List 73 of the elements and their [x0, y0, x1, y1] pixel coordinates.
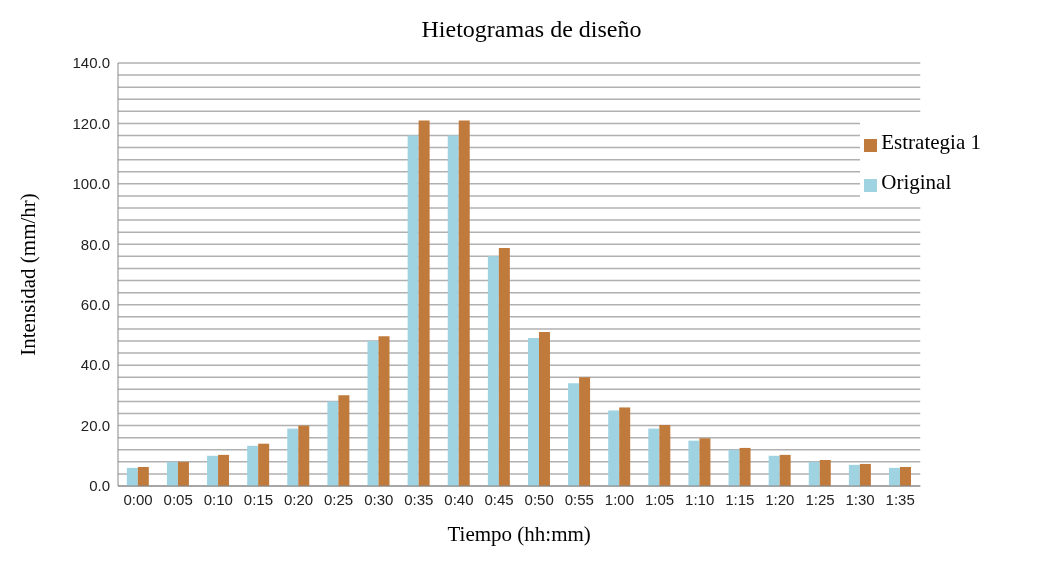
bar — [287, 428, 299, 486]
x-tick-label: 1:25 — [805, 490, 835, 508]
y-axis-title: Intensidad (mm/hr) — [16, 193, 41, 356]
x-tick-label: 0:25 — [324, 490, 354, 508]
x-tick-label: 0:15 — [243, 490, 273, 508]
bar — [579, 377, 591, 486]
bar — [808, 461, 820, 486]
x-tick-label: 1:00 — [604, 490, 635, 508]
bar — [699, 438, 711, 486]
x-tick-label: 0:55 — [564, 490, 594, 508]
bar — [166, 461, 178, 486]
bar — [768, 455, 780, 486]
legend-label: Estrategia 1 — [881, 130, 981, 154]
bar — [779, 454, 791, 486]
bar — [688, 440, 700, 486]
y-tick-label: 20.0 — [80, 416, 110, 434]
bar — [126, 467, 138, 486]
bar — [659, 424, 671, 486]
x-axis-title: Tiempo (hh:mm) — [447, 522, 591, 546]
x-tick-label: 0:30 — [364, 490, 394, 508]
bar — [859, 463, 871, 486]
y-tick-label: 120.0 — [72, 114, 110, 132]
bar — [447, 135, 459, 486]
bar — [298, 425, 310, 486]
bar — [527, 337, 539, 486]
chart-title: Hietogramas de diseño — [420, 16, 643, 43]
bar — [848, 464, 860, 486]
x-tick-label: 1:10 — [685, 490, 715, 508]
y-tick-label: 80.0 — [80, 235, 110, 253]
bar — [819, 460, 831, 486]
x-tick-label: 1:30 — [845, 490, 875, 508]
bar — [247, 445, 259, 486]
bar — [258, 443, 270, 486]
y-tick-label: 140.0 — [72, 54, 110, 72]
bar — [487, 256, 499, 486]
bar — [899, 466, 911, 486]
x-tick-label: 0:35 — [404, 490, 434, 508]
bar — [888, 467, 900, 486]
x-tick-label: 1:35 — [885, 490, 915, 508]
bar — [207, 455, 219, 486]
legend-label: Original — [881, 170, 952, 194]
x-tick-label: 1:05 — [644, 490, 675, 508]
x-tick-label: 0:05 — [163, 490, 193, 508]
y-tick-label: 40.0 — [80, 356, 110, 374]
bar — [378, 336, 390, 486]
bar — [568, 383, 580, 486]
bar — [458, 120, 470, 486]
y-tick-label: 0.0 — [89, 477, 110, 495]
bar — [538, 331, 550, 486]
bar — [367, 340, 379, 486]
bar — [407, 135, 419, 486]
y-tick-label: 60.0 — [80, 296, 110, 314]
bar — [619, 407, 631, 486]
bar — [739, 447, 751, 486]
bar — [218, 454, 230, 486]
x-tick-label: 0:10 — [203, 490, 233, 508]
bar — [498, 247, 510, 486]
bar — [137, 466, 149, 486]
x-tick-label: 0:00 — [123, 490, 153, 508]
x-tick-label: 0:40 — [444, 490, 474, 508]
x-tick-label: 0:20 — [283, 490, 314, 508]
bar — [338, 395, 350, 486]
x-tick-label: 0:45 — [484, 490, 514, 508]
x-tick-label: 0:50 — [524, 490, 554, 508]
x-tick-label: 1:15 — [725, 490, 755, 508]
bar — [728, 449, 740, 486]
bar — [418, 120, 430, 486]
bar — [327, 401, 339, 486]
bar — [648, 428, 660, 486]
bar — [177, 461, 189, 486]
x-tick-label: 1:20 — [765, 490, 795, 508]
bar — [608, 410, 620, 486]
y-tick-label: 100.0 — [72, 175, 110, 193]
